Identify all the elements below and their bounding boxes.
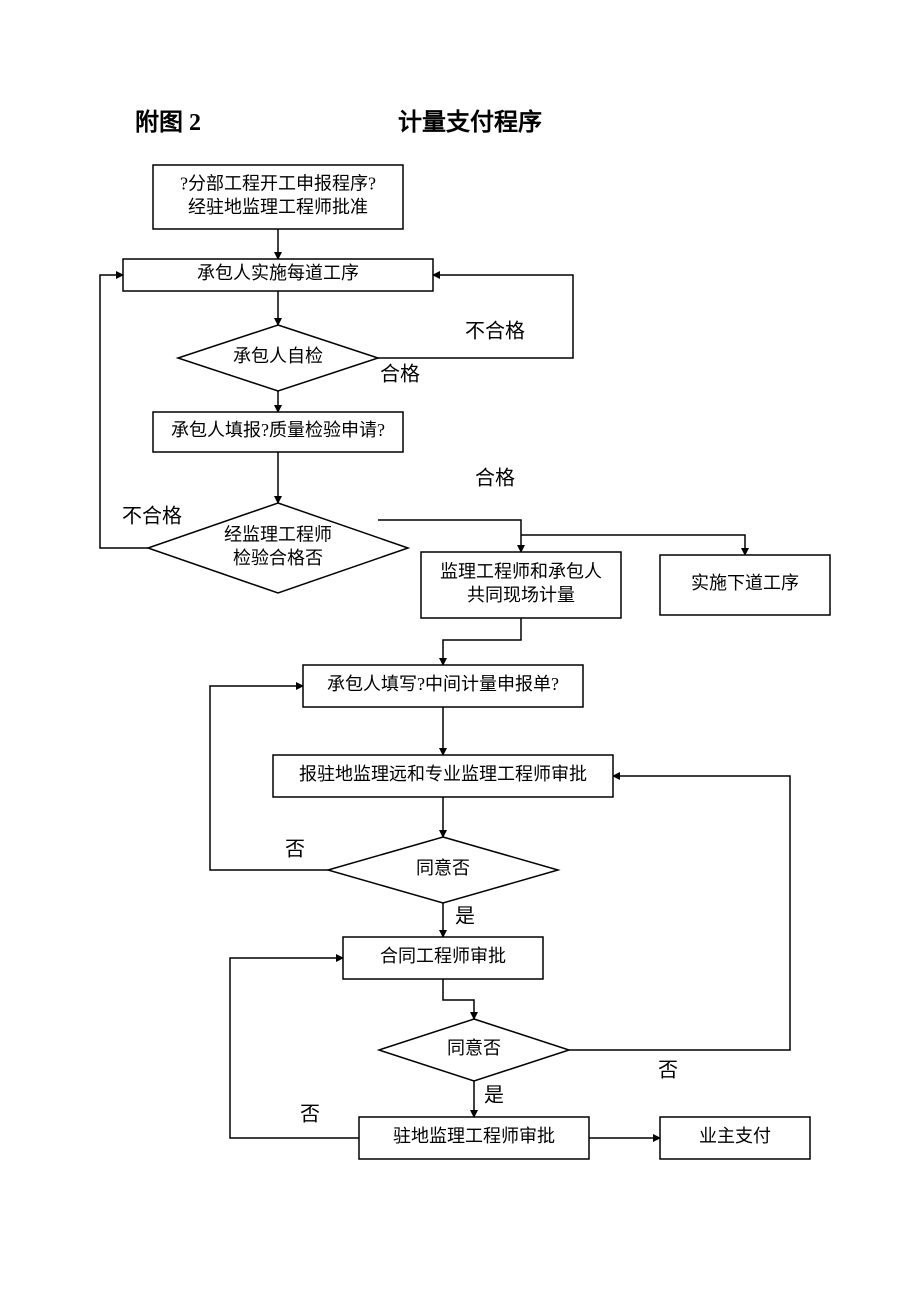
- edge: [230, 958, 359, 1138]
- svg-text:承包人实施每道工序: 承包人实施每道工序: [197, 263, 359, 283]
- svg-text:承包人填写?中间计量申报单?: 承包人填写?中间计量申报单?: [327, 674, 559, 694]
- edge-label: 不合格: [465, 320, 525, 343]
- svg-text:经驻地监理工程师批准: 经驻地监理工程师批准: [188, 197, 368, 217]
- figure-title: 计量支付程序: [398, 108, 542, 136]
- edge: [569, 776, 790, 1050]
- edge-label: 否: [285, 839, 305, 861]
- edge-label: 合格: [475, 467, 515, 490]
- edge-label: 是: [484, 1085, 504, 1107]
- svg-text:共同现场计量: 共同现场计量: [467, 585, 575, 605]
- svg-text:驻地监理工程师审批: 驻地监理工程师审批: [393, 1126, 555, 1146]
- edge: [443, 979, 474, 1019]
- edge: [378, 520, 521, 535]
- svg-text:检验合格否: 检验合格否: [233, 548, 323, 568]
- svg-text:承包人填报?质量检验申请?: 承包人填报?质量检验申请?: [171, 420, 385, 440]
- edge: [443, 618, 521, 665]
- edge-label: 是: [455, 906, 475, 928]
- edge-label: 不合格: [122, 505, 182, 528]
- svg-text:同意否: 同意否: [447, 1038, 501, 1058]
- svg-text:承包人自检: 承包人自检: [233, 346, 323, 366]
- svg-text:业主支付: 业主支付: [699, 1126, 771, 1146]
- svg-text:经监理工程师: 经监理工程师: [224, 524, 332, 544]
- flowchart-canvas: 附图 2 计量支付程序 ?分部工程开工申报程序? 经驻地监理工程师批准承包人实施每道工…: [0, 0, 920, 1302]
- edge-label: 否: [658, 1060, 678, 1082]
- svg-text:?分部工程开工申报程序?: ?分部工程开工申报程序?: [180, 173, 376, 193]
- svg-text:报驻地监理远和专业监理工程师审批: 报驻地监理远和专业监理工程师审批: [299, 764, 587, 784]
- svg-text:合同工程师审批: 合同工程师审批: [380, 946, 506, 966]
- svg-text:实施下道工序: 实施下道工序: [691, 573, 799, 593]
- edge-label: 否: [300, 1104, 320, 1126]
- svg-text:监理工程师和承包人: 监理工程师和承包人: [440, 561, 602, 581]
- svg-text:同意否: 同意否: [416, 858, 470, 878]
- figure-label: 附图 2: [135, 108, 201, 136]
- edge-label: 合格: [380, 363, 420, 386]
